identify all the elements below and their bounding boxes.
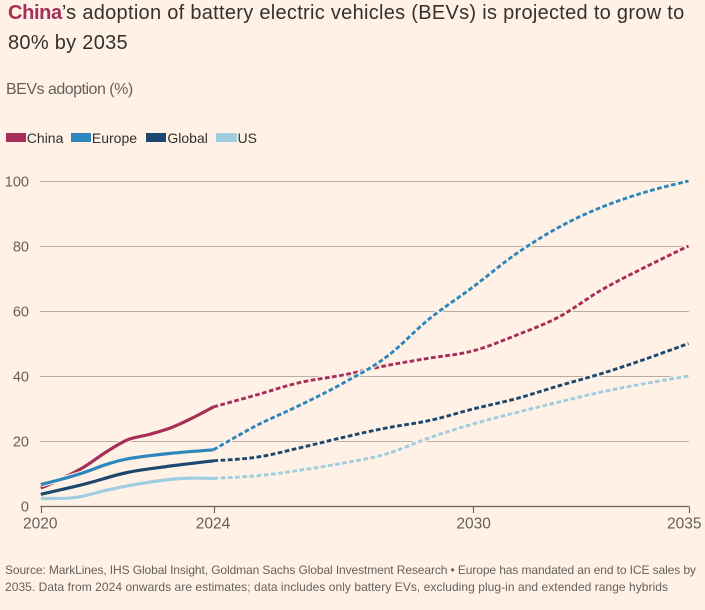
svg-text:40: 40 xyxy=(13,370,29,386)
svg-text:100: 100 xyxy=(5,175,29,191)
svg-text:60: 60 xyxy=(13,305,29,321)
svg-text:80: 80 xyxy=(13,240,29,256)
svg-text:2030: 2030 xyxy=(456,515,491,532)
svg-text:0: 0 xyxy=(21,500,29,516)
svg-text:2020: 2020 xyxy=(23,515,58,532)
svg-text:2024: 2024 xyxy=(196,515,231,532)
svg-text:20: 20 xyxy=(13,435,29,451)
svg-text:2035: 2035 xyxy=(667,515,701,532)
